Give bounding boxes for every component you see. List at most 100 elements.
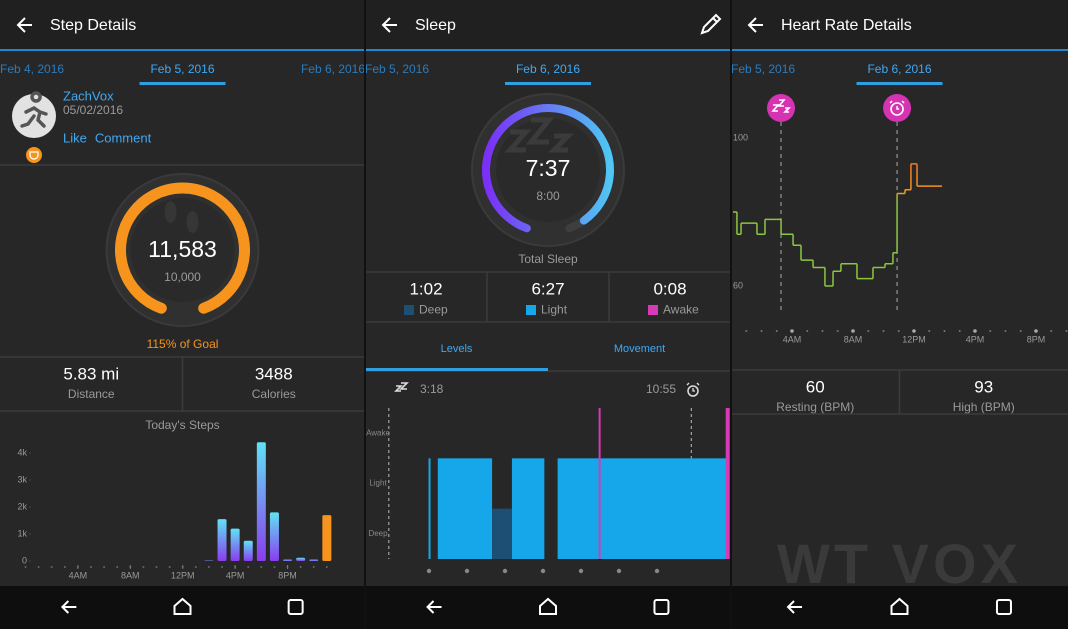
back-button[interactable] [747, 17, 763, 33]
stat-value: 6:27 [531, 279, 564, 298]
x-tick [973, 329, 977, 333]
screen-title: Step Details [50, 17, 136, 34]
axis-dot [928, 330, 931, 332]
y-tick-label: 100 [733, 132, 748, 142]
axis-dot [943, 330, 946, 332]
view-tab[interactable]: Movement [614, 343, 665, 355]
edit-button[interactable] [700, 13, 722, 35]
nav-back[interactable] [786, 600, 803, 614]
axis-dot [194, 566, 197, 568]
stat-value: 5.83 mi [63, 364, 119, 383]
page-dot [616, 568, 622, 574]
date-tab[interactable]: Feb 6, 2016 [516, 62, 580, 76]
nav-bar [365, 586, 731, 629]
step-bar [256, 442, 266, 561]
watermark: WT VOX [777, 532, 1022, 595]
action-link[interactable]: Like [63, 130, 87, 145]
axis-dot [745, 330, 748, 332]
y-tick-label: 3k [17, 474, 27, 484]
date-tab[interactable]: Feb 6, 2016 [301, 62, 365, 76]
nav-bar [731, 586, 1068, 629]
y-tick-label: 4k [17, 447, 27, 457]
date-tab[interactable]: Feb 5, 2016 [731, 62, 795, 76]
stat-label: Deep [419, 303, 448, 317]
stat-value: 3488 [255, 364, 293, 383]
axis-dot [806, 330, 809, 332]
nav-home[interactable] [890, 597, 909, 615]
axis-dot [775, 330, 778, 332]
date-tab[interactable]: Feb 5, 2016 [150, 62, 214, 76]
step-bar [204, 560, 214, 561]
user-name[interactable]: ZachVox [63, 88, 114, 103]
sleep-segment [725, 408, 730, 559]
date-tab[interactable]: Feb 6, 2016 [867, 62, 931, 76]
ring-progress [115, 182, 250, 314]
sleep-total: 7:37 [526, 155, 571, 181]
back-button[interactable] [16, 17, 32, 33]
sleep-segment [437, 458, 493, 559]
axis-dot [221, 566, 224, 568]
axis-dot [312, 566, 315, 568]
axis-dot [247, 566, 250, 568]
x-tick-label: 8PM [278, 570, 297, 580]
sleep-end: 10:55 [646, 382, 676, 396]
stat-value: 93 [974, 377, 993, 396]
date-tab-indicator [505, 82, 591, 85]
x-tick-label: 12PM [902, 334, 926, 344]
axis-dot [897, 330, 900, 332]
footprint-icon [186, 211, 199, 233]
nav-back[interactable] [60, 600, 77, 614]
alarm-hands [686, 382, 700, 392]
chart-title: Today's Steps [145, 418, 219, 432]
date-tab[interactable]: Feb 4, 2016 [0, 62, 64, 76]
ring-inner [130, 198, 235, 302]
sleep-segment [598, 408, 601, 559]
nav-home[interactable] [173, 597, 192, 615]
step-bar [322, 515, 332, 561]
back-button[interactable] [381, 17, 397, 33]
axis-dot [836, 330, 839, 332]
x-tick-label: 4PM [226, 570, 245, 580]
nav-recents[interactable] [653, 599, 670, 615]
level-label: Light [369, 479, 387, 488]
alarm-icon [687, 385, 699, 397]
stat-label: Distance [68, 387, 115, 401]
step-bar [296, 557, 306, 561]
zzz-icon [504, 117, 575, 153]
app-bar-divider [365, 49, 731, 51]
tab-indicator [365, 368, 548, 371]
axis-dot [207, 566, 210, 568]
level-label: Awake [366, 428, 390, 437]
step-bar [309, 559, 319, 561]
nav-back[interactable] [426, 600, 442, 614]
date-tab-indicator [856, 82, 943, 85]
y-tick-label: 0 [22, 555, 27, 565]
step-bar [230, 528, 240, 561]
app-bar [731, 0, 1068, 50]
sleep-marker [767, 94, 796, 122]
axis-dot [37, 566, 40, 568]
axis-dot [273, 566, 276, 568]
y-tick-label: 1k [17, 528, 27, 538]
x-tick [912, 329, 916, 333]
axis-dot [1019, 330, 1022, 332]
step-bar [283, 559, 293, 561]
nav-recents[interactable] [995, 599, 1012, 615]
page-dot [502, 568, 508, 574]
x-tick-label: 4AM [69, 570, 88, 580]
axis-dot [299, 566, 302, 568]
action-link[interactable]: Comment [95, 130, 152, 145]
axis-dot [24, 566, 27, 568]
view-tab[interactable]: Levels [441, 343, 473, 355]
x-tick-label: 8AM [121, 570, 140, 580]
nav-home[interactable] [539, 597, 557, 615]
nav-recents[interactable] [287, 599, 304, 615]
page-dot [426, 568, 432, 574]
sleep-segment [492, 508, 512, 559]
axis-dot [103, 566, 106, 568]
date-tab[interactable]: Feb 5, 2016 [365, 62, 429, 76]
axis-dot [821, 330, 824, 332]
axis-dot [958, 330, 961, 332]
x-tick-label: 12PM [171, 570, 195, 580]
